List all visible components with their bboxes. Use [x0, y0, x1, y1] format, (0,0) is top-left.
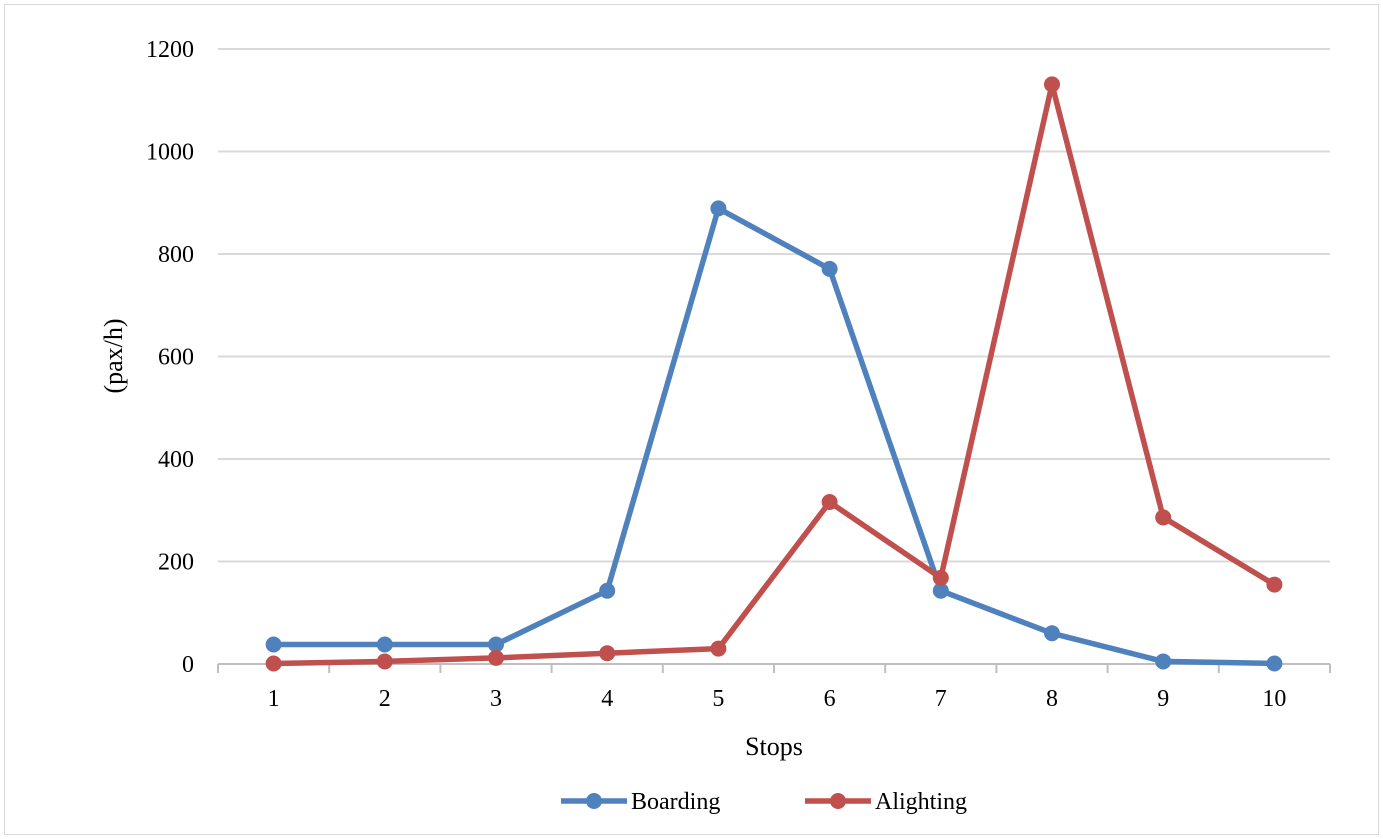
legend-label-alighting: Alighting	[875, 789, 967, 815]
data-point-alighting	[1266, 576, 1283, 593]
legend-item-boarding: Boarding	[561, 789, 720, 815]
data-point-boarding	[1155, 653, 1172, 670]
y-axis-title: (pax/h)	[99, 318, 128, 393]
gridlines	[218, 48, 1330, 563]
data-point-alighting	[265, 655, 282, 672]
data-point-alighting	[710, 640, 727, 657]
x-tick-label: 7	[935, 686, 947, 712]
legend-marker-boarding	[586, 793, 602, 809]
x-tick-label: 6	[824, 686, 836, 712]
data-point-boarding	[932, 582, 949, 599]
x-tick-label: 4	[601, 686, 613, 712]
x-tick-label: 2	[379, 686, 391, 712]
data-point-boarding	[599, 582, 616, 599]
y-tick-label: 800	[158, 242, 194, 268]
data-point-boarding	[821, 260, 838, 277]
x-tick-label: 3	[490, 686, 502, 712]
data-point-boarding	[710, 200, 727, 217]
data-point-alighting	[1155, 509, 1172, 526]
chart-frame: 0 200 400 600 800 1000 1200 1 2 3 4 5 6 7 8 9 10 Stops …	[4, 4, 1379, 835]
data-point-boarding	[376, 636, 393, 653]
data-point-alighting	[488, 649, 504, 666]
legend: Boarding Alighting	[561, 789, 967, 815]
data-point-alighting	[1044, 76, 1060, 93]
series-line-boarding	[270, 205, 1278, 667]
data-point-boarding	[1266, 655, 1283, 672]
series-layer	[265, 76, 1283, 672]
data-point-alighting	[599, 645, 616, 662]
y-tick-label: 600	[158, 345, 194, 371]
x-tick-label: 5	[712, 686, 724, 712]
y-tick-label: 1000	[146, 140, 194, 166]
legend-marker-alighting	[830, 793, 846, 809]
data-point-boarding	[265, 636, 282, 653]
x-axis-title: Stops	[745, 732, 803, 761]
y-tick-label: 400	[158, 447, 194, 473]
y-tick-label: 200	[158, 550, 194, 576]
data-point-alighting	[821, 494, 838, 511]
y-tick-label: 1200	[146, 37, 194, 63]
data-point-alighting	[932, 569, 949, 586]
y-tick-label: 0	[182, 652, 194, 678]
data-point-boarding	[488, 636, 504, 653]
y-axis-tick-labels: 0 200 400 600 800 1000 1200	[146, 37, 194, 678]
legend-label-boarding: Boarding	[631, 789, 720, 815]
series-line-alighting	[270, 81, 1278, 667]
x-axis-tick-labels: 1 2 3 4 5 6 7 8 9 10	[268, 686, 1287, 712]
x-axis	[217, 663, 1331, 673]
x-tick-label: 10	[1262, 686, 1286, 712]
legend-item-alighting: Alighting	[805, 789, 967, 815]
data-point-alighting	[376, 653, 393, 670]
x-tick-label: 9	[1157, 686, 1169, 712]
data-point-boarding	[1044, 625, 1060, 642]
x-tick-label: 8	[1046, 686, 1058, 712]
x-tick-label: 1	[268, 686, 280, 712]
